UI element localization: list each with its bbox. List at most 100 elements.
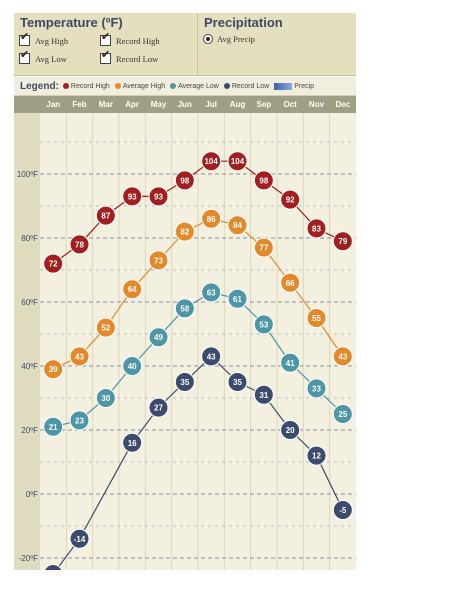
average-low-data-label: 23 <box>75 416 84 425</box>
average-low-point <box>201 282 222 303</box>
record-low-point <box>280 420 301 440</box>
average-low-point <box>174 298 195 319</box>
record-low-data-label: 12 <box>312 452 321 461</box>
average-high-data-label: 86 <box>207 215 216 224</box>
average-low-data-label: 41 <box>286 359 295 368</box>
month-label-mar: Mar <box>98 100 113 109</box>
average-low-data-label: 40 <box>128 362 137 371</box>
month-label-apr: Apr <box>125 100 140 109</box>
legend-record-high: Record High <box>62 82 110 90</box>
average-low-point <box>122 356 143 376</box>
y-tick-label: 40ºF <box>21 362 38 371</box>
record-low-label: Record Low <box>116 53 159 64</box>
record-low-option[interactable]: ✔ Record Low <box>100 50 159 64</box>
avg-high-option[interactable]: ✔ Avg High <box>19 32 69 46</box>
precip-swatch-icon <box>274 82 293 90</box>
record-low-data-label: 27 <box>154 404 163 413</box>
record-low-checkbox[interactable]: ✔ <box>100 50 111 64</box>
record-high-checkbox[interactable]: ✔ <box>100 32 111 46</box>
legend-record-low-label: Record Low <box>231 82 270 90</box>
record-low-data-label: 35 <box>233 378 242 387</box>
record-high-point <box>253 170 274 191</box>
record-low-point <box>44 564 63 570</box>
legend-record-low: Record Low <box>223 82 270 90</box>
record-low-dot-icon <box>223 83 230 89</box>
average-high-dot-icon <box>114 83 121 89</box>
record-low-data-label: 35 <box>180 378 189 387</box>
month-label-jun: Jun <box>177 100 192 109</box>
month-label-may: May <box>150 100 167 109</box>
record-high-point <box>69 234 90 255</box>
record-high-point <box>332 231 353 252</box>
record-low-point <box>148 397 169 418</box>
month-label-oct: Oct <box>283 100 297 109</box>
record-low-point <box>253 384 274 405</box>
legend-title: Legend: <box>20 80 59 92</box>
avg-precip-label: Avg Precip <box>217 34 255 44</box>
record-low-data-label: 43 <box>207 352 216 361</box>
average-high-point <box>122 279 143 300</box>
record-low-data-label: 20 <box>286 426 295 435</box>
record-high-data-label: 104 <box>204 157 218 166</box>
record-high-data-label: 104 <box>231 157 245 166</box>
avg-precip-radio[interactable] <box>203 34 213 44</box>
record-high-data-label: 98 <box>259 176 268 185</box>
avg-high-label: Avg High <box>35 35 69 46</box>
average-high-data-label: 52 <box>101 324 110 333</box>
average-high-data-label: 73 <box>154 256 163 265</box>
avg-high-checkbox[interactable]: ✔ <box>19 32 30 46</box>
average-low-data-label: 58 <box>180 304 189 313</box>
precipitation-title: Precipitation <box>204 15 283 30</box>
average-high-data-label: 66 <box>286 279 295 288</box>
controls-panel: Temperature (ºF) ✔ Avg High ✔ Record Hig… <box>14 13 356 76</box>
average-low-data-label: 49 <box>154 333 163 342</box>
temperature-chart: 100ºF 80ºF 60ºF 40ºF 20ºF 0ºF -20ºF 72 78 87 93 93 9… <box>14 113 356 570</box>
month-label-nov: Nov <box>308 100 325 109</box>
average-low-point <box>69 410 90 431</box>
record-high-data-label: 78 <box>75 240 84 249</box>
y-tick-label: 60ºF <box>21 298 38 307</box>
legend: Legend: Record High Average High Average… <box>14 77 356 96</box>
y-tick-label: 100ºF <box>17 170 38 179</box>
legend-record-high-label: Record High <box>70 82 110 90</box>
average-high-point <box>280 272 301 293</box>
legend-average-low: Average Low <box>170 83 219 90</box>
record-high-point <box>43 253 64 274</box>
record-high-data-label: 98 <box>180 176 189 185</box>
avg-low-option[interactable]: ✔ Avg Low <box>19 49 67 64</box>
record-low-point <box>201 346 222 367</box>
record-low-data-label: 16 <box>128 439 137 448</box>
record-high-data-label: 83 <box>312 224 321 233</box>
weather-widget: Temperature (ºF) ✔ Avg High ✔ Record Hig… <box>14 13 356 570</box>
record-low-point <box>306 445 327 466</box>
record-high-point <box>148 186 169 207</box>
avg-low-label: Avg Low <box>35 53 67 64</box>
month-label-feb: Feb <box>72 100 87 109</box>
average-low-data-label: 33 <box>312 384 321 393</box>
average-high-point <box>43 359 64 380</box>
y-tick-label: 80ºF <box>21 234 38 243</box>
average-low-data-label: 30 <box>101 394 110 403</box>
month-label-aug: Aug <box>229 100 246 109</box>
y-tick-label: -20ºF <box>19 554 38 563</box>
average-low-point <box>306 378 327 399</box>
average-low-data-label: 63 <box>207 288 216 297</box>
average-high-point <box>201 208 222 229</box>
avg-precip-option[interactable]: Avg Precip <box>203 34 255 44</box>
y-tick-label: 0ºF <box>26 490 38 499</box>
avg-low-checkbox[interactable]: ✔ <box>19 49 30 64</box>
average-high-data-label: 82 <box>180 228 189 237</box>
month-label-sep: Sep <box>256 100 272 109</box>
average-high-data-label: 84 <box>233 221 242 230</box>
record-high-label: Record High <box>116 35 160 46</box>
record-high-option[interactable]: ✔ Record High <box>100 32 160 46</box>
month-header: Jan Feb Mar Apr May Jun Jul Aug Sep Oct Nov Dec <box>14 96 356 113</box>
record-low-data-label: -14 <box>74 535 86 544</box>
record-high-data-label: 72 <box>49 260 58 269</box>
record-high-point <box>95 205 116 226</box>
month-label-dec: Dec <box>335 100 351 109</box>
average-low-data-label: 21 <box>49 423 58 432</box>
month-label-jan: Jan <box>46 100 61 109</box>
checkmark-icon: ✔ <box>20 49 30 61</box>
record-high-point <box>122 186 143 207</box>
